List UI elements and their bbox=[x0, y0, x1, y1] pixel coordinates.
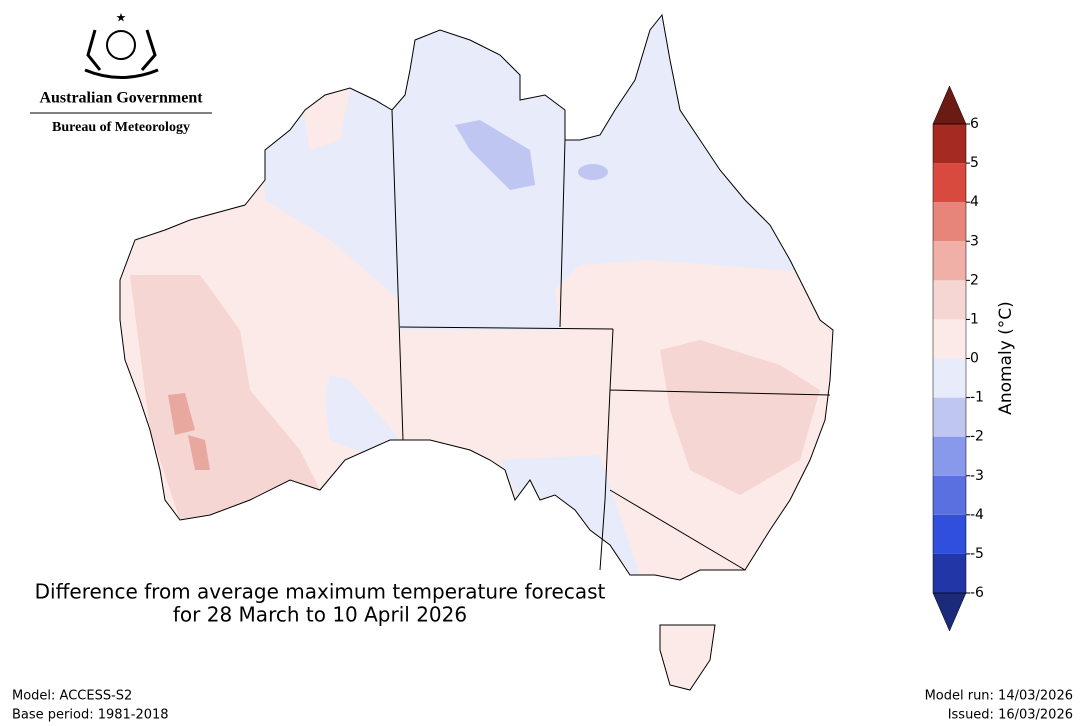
model-run: Model run: 14/03/2026 bbox=[925, 689, 1073, 704]
colorbar-extend-low bbox=[932, 592, 967, 632]
colorbar-label: Anomaly (°C) bbox=[996, 301, 1016, 415]
colorbar-tick-label: -2 bbox=[970, 429, 984, 445]
colorbar-bin bbox=[933, 436, 966, 476]
colorbar-bin bbox=[933, 280, 966, 320]
issued: Issued: 16/03/2026 bbox=[948, 708, 1073, 723]
colorbar-bin bbox=[933, 553, 966, 593]
colorbar-tick-label: 2 bbox=[970, 272, 979, 288]
model: Model: ACCESS-S2 bbox=[12, 689, 132, 704]
colorbar-tick-label: 4 bbox=[970, 194, 979, 210]
colorbar-bin bbox=[933, 475, 966, 515]
colorbar-tick-label: 5 bbox=[970, 155, 979, 171]
colorbar-tick-label: -5 bbox=[970, 546, 984, 562]
svg-text:★: ★ bbox=[116, 11, 127, 25]
colorbar: -6 -5 -4 -3 -2 -1 0 1 2 3 4 5 6 bbox=[932, 85, 984, 632]
title-line: Difference from average maximum temperat… bbox=[35, 580, 606, 604]
colorbar-bin bbox=[933, 124, 966, 164]
colorbar-bin bbox=[933, 202, 966, 242]
bureau: Bureau of Meteorology bbox=[52, 120, 190, 135]
colorbar-bin bbox=[933, 397, 966, 437]
coat-of-arms: ★ bbox=[84, 11, 159, 79]
colorbar-tick-label: -4 bbox=[970, 507, 984, 523]
base-period: Base period: 1981-2018 bbox=[12, 708, 169, 723]
coastline bbox=[119, 13, 834, 691]
colorbar-tick-label: 0 bbox=[970, 351, 979, 367]
colorbar-bin bbox=[933, 514, 966, 554]
colorbar-tick-label: 3 bbox=[970, 233, 979, 249]
state-borders bbox=[391, 109, 831, 571]
colorbar-tick-label: -6 bbox=[970, 585, 984, 601]
government: Australian Government bbox=[39, 90, 203, 107]
colorbar-tick-label: 6 bbox=[970, 116, 979, 132]
colorbar-bin bbox=[933, 163, 966, 203]
colorbar-bin bbox=[933, 241, 966, 281]
colorbar-tick-label: -3 bbox=[970, 468, 984, 484]
colorbar-bin bbox=[933, 319, 966, 359]
colorbar-tick-label: -1 bbox=[970, 390, 984, 406]
colorbar-bin bbox=[933, 358, 966, 398]
colorbar-tick-label: 1 bbox=[970, 311, 979, 327]
title-line: for 28 March to 10 April 2026 bbox=[173, 603, 467, 627]
colorbar-extend-high bbox=[932, 85, 967, 125]
